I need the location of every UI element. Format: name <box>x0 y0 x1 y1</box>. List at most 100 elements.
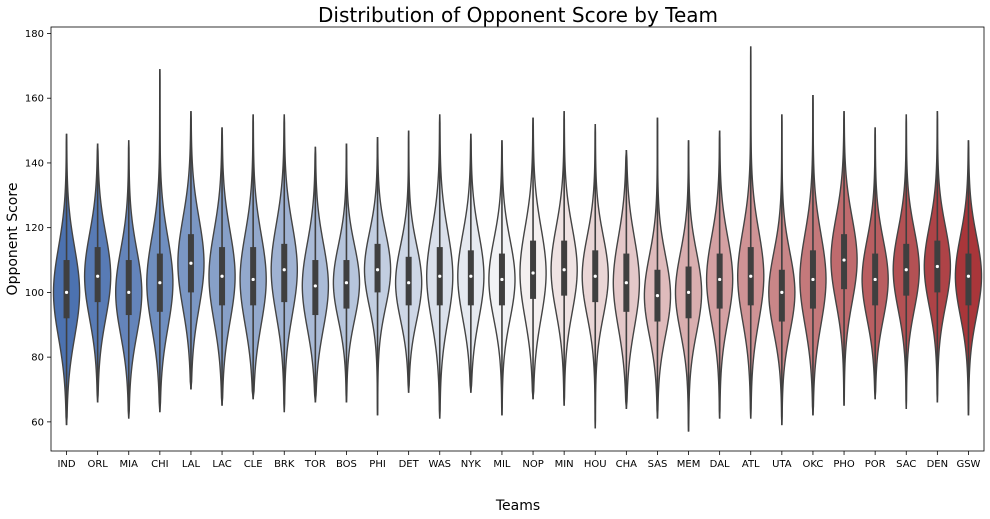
violin-nyk <box>457 133 485 393</box>
violin-iqr-box <box>841 234 848 290</box>
violin-median-point <box>313 284 317 288</box>
violin-iqr-box <box>312 260 319 316</box>
violin-phi <box>363 137 392 416</box>
x-tick-label: CLE <box>244 459 263 470</box>
x-tick-label: UTA <box>772 459 792 470</box>
x-tick-label: PHO <box>833 459 855 470</box>
violin-brk <box>270 114 299 413</box>
violin-median-point <box>718 277 722 282</box>
x-tick-label: MIL <box>493 459 511 470</box>
y-axis: 60 80 100 120 140 160 180 <box>25 29 51 428</box>
violin-median-point <box>189 261 193 265</box>
x-tick-label: DAL <box>710 459 730 470</box>
x-tick-label: MEM <box>677 459 701 470</box>
x-tick-label: LAL <box>182 459 201 470</box>
violin-hou <box>581 124 610 429</box>
violin-median-point <box>624 281 628 285</box>
violin-ind <box>52 133 81 426</box>
violin-lac <box>208 127 236 406</box>
violin-uta <box>768 114 796 426</box>
violin-median-point <box>407 281 411 285</box>
violin-nop <box>519 117 547 400</box>
violin-min <box>550 111 578 406</box>
violin-median-point <box>811 277 815 282</box>
x-tick-label: WAS <box>428 459 451 470</box>
violin-chi <box>146 69 174 413</box>
x-tick-label: IND <box>57 459 75 470</box>
x-tick-label: OKC <box>803 459 824 470</box>
x-tick-label: SAC <box>896 459 916 470</box>
y-tick-label: 120 <box>25 223 44 234</box>
violin-iqr-box <box>530 240 537 299</box>
violin-median-point <box>251 277 255 282</box>
y-tick-label: 180 <box>25 29 44 40</box>
x-axis-label: Teams <box>495 498 540 514</box>
violin-atl <box>736 46 765 419</box>
violin-median-point <box>96 274 100 278</box>
violin-orl <box>83 143 112 403</box>
violin-iqr-box <box>778 269 785 322</box>
plot-frame <box>50 26 985 452</box>
y-tick-label: 140 <box>25 158 44 169</box>
y-tick-label: 60 <box>31 417 44 428</box>
violin-okc <box>799 94 827 416</box>
violin-sac <box>892 114 921 409</box>
violin-iqr-box <box>125 260 132 316</box>
violin-median-point <box>749 274 753 278</box>
violin-iqr-box <box>561 240 568 296</box>
violin-tor <box>301 146 330 403</box>
x-tick-label: DEN <box>927 459 949 470</box>
violin-mia <box>114 140 143 419</box>
violin-iqr-box <box>716 253 723 309</box>
violin-lal <box>177 111 205 390</box>
violin-median-point <box>655 294 660 298</box>
violin-median-point <box>904 268 908 272</box>
y-axis-label: Opponent Score <box>5 183 21 296</box>
violin-iqr-box <box>965 253 972 306</box>
violin-den <box>923 111 952 403</box>
violin-iqr-box <box>343 260 350 309</box>
x-tick-label: NOP <box>522 459 543 470</box>
x-tick-label: HOU <box>584 459 607 470</box>
x-tick-label: SAS <box>648 459 668 470</box>
violin-was <box>425 114 454 419</box>
x-tick-label: BRK <box>274 459 295 470</box>
violin-median-point <box>780 290 784 295</box>
y-tick-label: 80 <box>31 353 44 364</box>
x-tick-label: CHA <box>616 459 638 470</box>
x-tick-label: GSW <box>956 459 980 470</box>
y-tick-label: 100 <box>25 288 44 299</box>
violin-median-point <box>966 274 971 278</box>
violin-cha <box>612 149 641 409</box>
x-tick-label: LAC <box>212 459 231 470</box>
violin-median-point <box>593 274 597 278</box>
violin-pho <box>830 111 858 406</box>
x-axis: IND ORL MIA CHI LAL LAC CLE BRK TOR BOS PHI DET WAS N… <box>57 451 981 470</box>
violin-median-point <box>344 281 349 285</box>
x-tick-label: ORL <box>87 459 108 470</box>
chart-title: Distribution of Opponent Score by Team <box>318 3 718 27</box>
violin-cle <box>239 114 267 400</box>
x-tick-label: DET <box>399 459 420 470</box>
x-tick-label: POR <box>865 459 886 470</box>
violin-median-point <box>531 271 535 275</box>
violin-median-point <box>375 268 380 272</box>
violin-por <box>861 127 889 400</box>
x-tick-label: MIN <box>555 459 574 470</box>
x-tick-label: TOR <box>304 459 326 470</box>
violin-gsw <box>954 140 983 416</box>
x-tick-label: MIA <box>120 459 139 470</box>
violin-iqr-box <box>467 250 474 306</box>
violin-dal <box>705 130 734 419</box>
violin-mem <box>674 140 703 432</box>
violin-median-point <box>158 281 162 285</box>
y-tick-label: 160 <box>25 94 44 105</box>
violins-group <box>52 46 983 432</box>
violin-sas <box>643 117 672 419</box>
violin-median-point <box>686 290 691 295</box>
violin-median-point <box>500 277 504 282</box>
violin-median-point <box>935 264 939 269</box>
violin-det <box>394 130 423 393</box>
violin-iqr-box <box>281 243 288 303</box>
